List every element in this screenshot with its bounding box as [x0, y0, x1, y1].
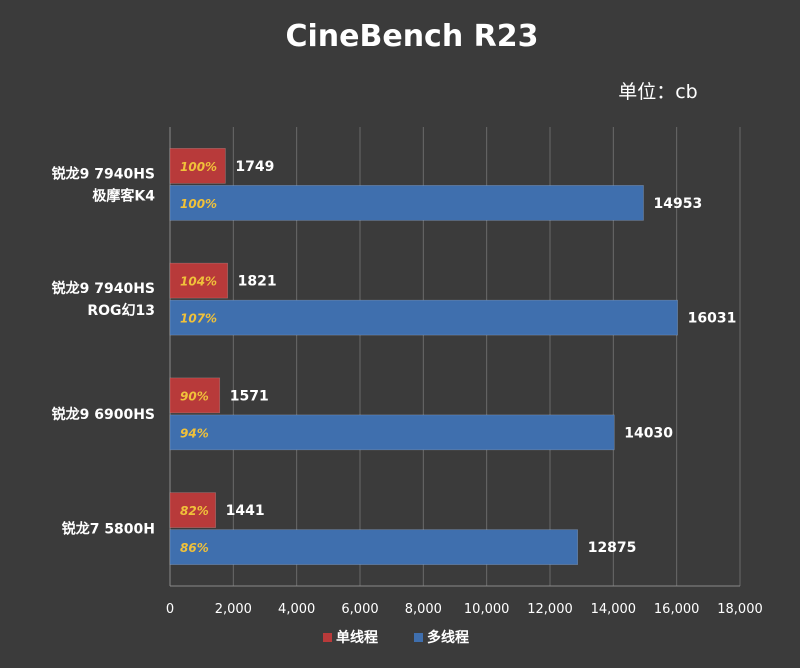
value-label: 1821 [238, 274, 277, 290]
x-tick-label: 10,000 [464, 602, 510, 617]
bars: 100% 1749 100% 14953 104% 1821 107% 16031 90% 157… [169, 148, 737, 565]
bar [169, 377, 221, 414]
x-tick-label: 16,000 [654, 602, 700, 617]
category-label: 锐龙7 5800H [62, 521, 155, 538]
x-tick-label: 8,000 [405, 602, 442, 617]
category-labels: 锐龙9 7940HS 极摩客K4 锐龙9 7940HS ROG幻13 锐龙9 6900H… [52, 165, 156, 537]
x-tick-label: 6,000 [341, 602, 378, 617]
percent-label: 94% [180, 426, 209, 440]
value-label: 1749 [235, 159, 274, 175]
value-label: 14030 [624, 425, 673, 441]
legend: 单线程 多线程 [323, 629, 469, 646]
percent-label: 107% [180, 312, 217, 326]
category-label: 锐龙9 7940HS [52, 165, 155, 182]
percent-label: 86% [180, 541, 209, 555]
category-label: ROG幻13 [87, 302, 155, 319]
category-label: 锐龙9 7940HS [52, 280, 155, 297]
x-tick-label: 4,000 [278, 602, 315, 617]
percent-label: 90% [180, 389, 209, 403]
value-label: 1441 [226, 503, 265, 519]
percent-label: 100% [180, 197, 217, 211]
percent-label: 100% [180, 160, 217, 174]
x-tick-label: 0 [166, 602, 174, 617]
bar [169, 262, 228, 299]
percent-label: 104% [180, 275, 217, 289]
bar [169, 299, 678, 336]
bar [169, 414, 615, 451]
unit-label: 单位：cb [618, 81, 698, 103]
bar [169, 529, 579, 565]
value-label: 14953 [654, 196, 703, 212]
x-tick-labels: 0 2,000 4,000 6,000 8,000 10,000 12,000 14,000 1… [166, 602, 763, 617]
x-tick-label: 2,000 [215, 602, 252, 617]
legend-label: 单线程 [336, 629, 378, 646]
category-label: 极摩客K4 [92, 187, 155, 204]
chart-title: CineBench R23 [285, 19, 538, 54]
bar [169, 492, 216, 528]
legend-swatch [414, 633, 423, 642]
bar [169, 148, 226, 184]
x-tick-label: 12,000 [527, 602, 573, 617]
x-tick-label: 18,000 [717, 602, 763, 617]
legend-label: 多线程 [427, 629, 469, 646]
value-label: 16031 [688, 311, 737, 327]
value-label: 12875 [588, 540, 637, 556]
legend-swatch [323, 633, 332, 642]
category-label: 锐龙9 6900HS [52, 406, 155, 423]
x-tick-label: 14,000 [591, 602, 637, 617]
percent-label: 82% [180, 504, 209, 518]
value-label: 1571 [230, 388, 269, 404]
bar [169, 185, 644, 221]
